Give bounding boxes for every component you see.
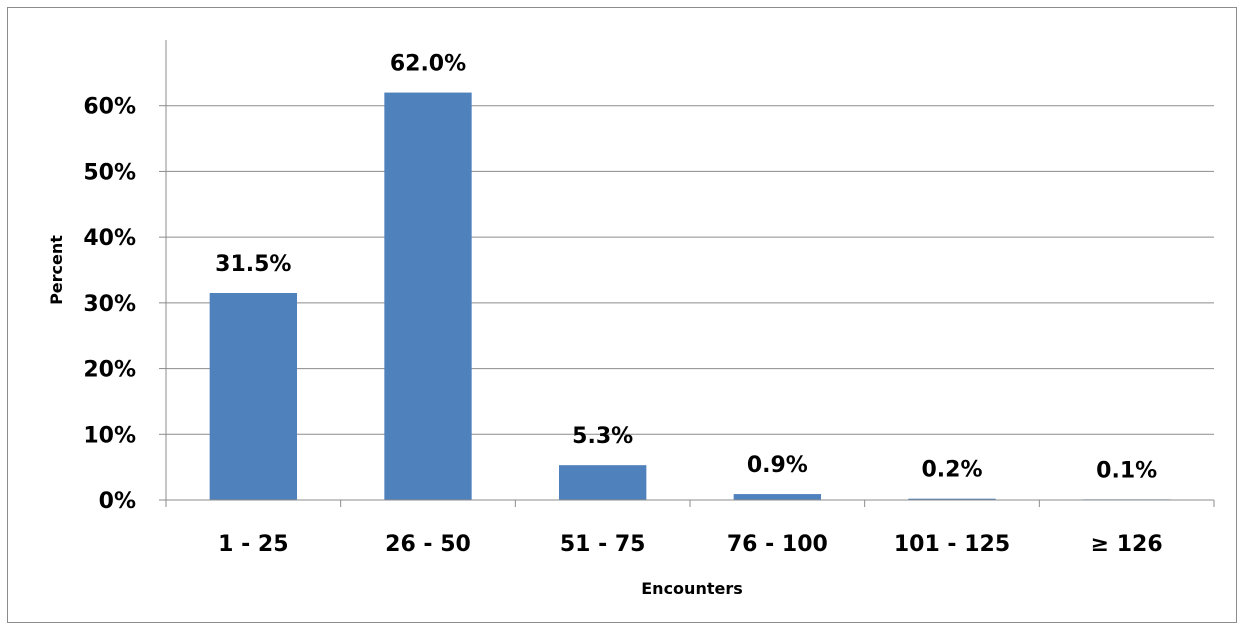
bar <box>559 465 647 500</box>
x-tick-label: 1 - 25 <box>218 532 288 557</box>
bar <box>908 498 996 500</box>
y-tick-label: 30% <box>83 292 136 317</box>
y-axis-title: Percent <box>47 235 66 305</box>
y-tick-label: 60% <box>83 95 136 120</box>
data-label: 0.1% <box>1096 458 1157 483</box>
bars <box>209 92 1171 501</box>
y-tick-label: 50% <box>83 160 136 185</box>
bar <box>733 494 821 500</box>
x-tick-labels: 1 - 25 26 - 50 51 - 75 76 - 100 101 - 125 ≥ 1… <box>218 532 1163 557</box>
y-tick-label: 0% <box>99 489 136 514</box>
x-tick-label: 51 - 75 <box>560 532 646 557</box>
axes <box>159 40 1215 507</box>
gridlines <box>166 105 1214 435</box>
data-label: 31.5% <box>215 252 291 277</box>
data-label: 5.3% <box>572 424 633 449</box>
data-label: 62.0% <box>390 52 466 77</box>
data-label: 0.9% <box>747 453 808 478</box>
x-tick-label: 101 - 125 <box>894 532 1010 557</box>
y-tick-label: 40% <box>83 226 136 251</box>
x-tick-label: 26 - 50 <box>385 532 471 557</box>
bar <box>384 92 472 501</box>
y-tick-label: 20% <box>83 358 136 383</box>
y-tick-label: 10% <box>83 423 136 448</box>
bar <box>209 293 297 500</box>
x-tick-label: 76 - 100 <box>727 532 828 557</box>
y-tick-labels: 0% 10% 20% 30% 40% 50% 60% <box>83 95 136 514</box>
data-labels: 31.5% 62.0% 5.3% 0.9% 0.2% 0.1% <box>215 52 1157 484</box>
data-label: 0.2% <box>921 458 982 483</box>
x-axis-title: Encounters <box>641 579 743 598</box>
x-tick-label: ≥ 126 <box>1091 532 1163 557</box>
